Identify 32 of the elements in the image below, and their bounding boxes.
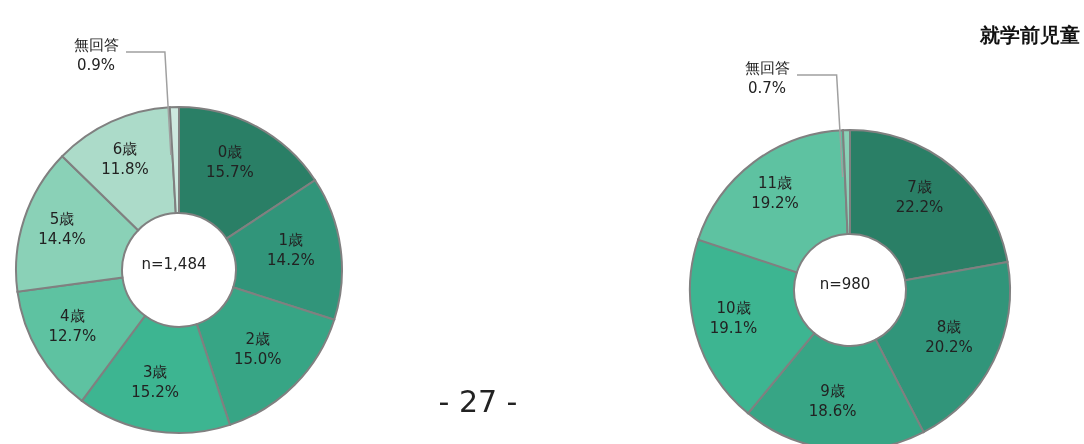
text: - 27 - <box>437 383 519 421</box>
data-label: 19.1% <box>709 319 758 338</box>
data-label: 15.2% <box>131 383 179 402</box>
data-label: 19.2% <box>751 194 799 213</box>
data-label: 14.4% <box>38 229 86 248</box>
slice-label: 5歳 <box>49 209 75 228</box>
chart-title: 就学前児童 <box>980 22 1080 49</box>
data-label: 14.2% <box>267 250 315 269</box>
slice-label: 6歳 <box>112 139 138 158</box>
slice-label: 無回答 <box>73 36 119 54</box>
data-label: 22.2% <box>895 198 944 217</box>
data-label: 0.9% <box>76 56 116 74</box>
text: n=1,484 <box>141 254 207 273</box>
slice-label: 無回答 <box>744 59 790 77</box>
slice-label: 3歳 <box>142 363 168 382</box>
slice-label: 10歳 <box>716 299 751 318</box>
slice-label: 8歳 <box>936 318 962 337</box>
text: n=980 <box>818 274 872 294</box>
slice-label: 11歳 <box>758 174 793 193</box>
slice-label: 2歳 <box>245 330 271 349</box>
slice-label: 4歳 <box>60 306 85 325</box>
data-label: 20.2% <box>925 338 973 357</box>
slice-label: 0歳 <box>217 143 243 162</box>
slice-label: 1歳 <box>278 230 304 249</box>
data-label: 18.6% <box>808 402 857 421</box>
data-label: 11.8% <box>101 159 149 178</box>
data-label: 0.7% <box>747 79 787 97</box>
slice-label: 7歳 <box>907 178 932 197</box>
data-label: 15.0% <box>233 350 282 369</box>
data-label: 12.7% <box>48 326 97 345</box>
data-label: 15.7% <box>206 163 254 182</box>
slice-label: 9歳 <box>820 382 845 401</box>
